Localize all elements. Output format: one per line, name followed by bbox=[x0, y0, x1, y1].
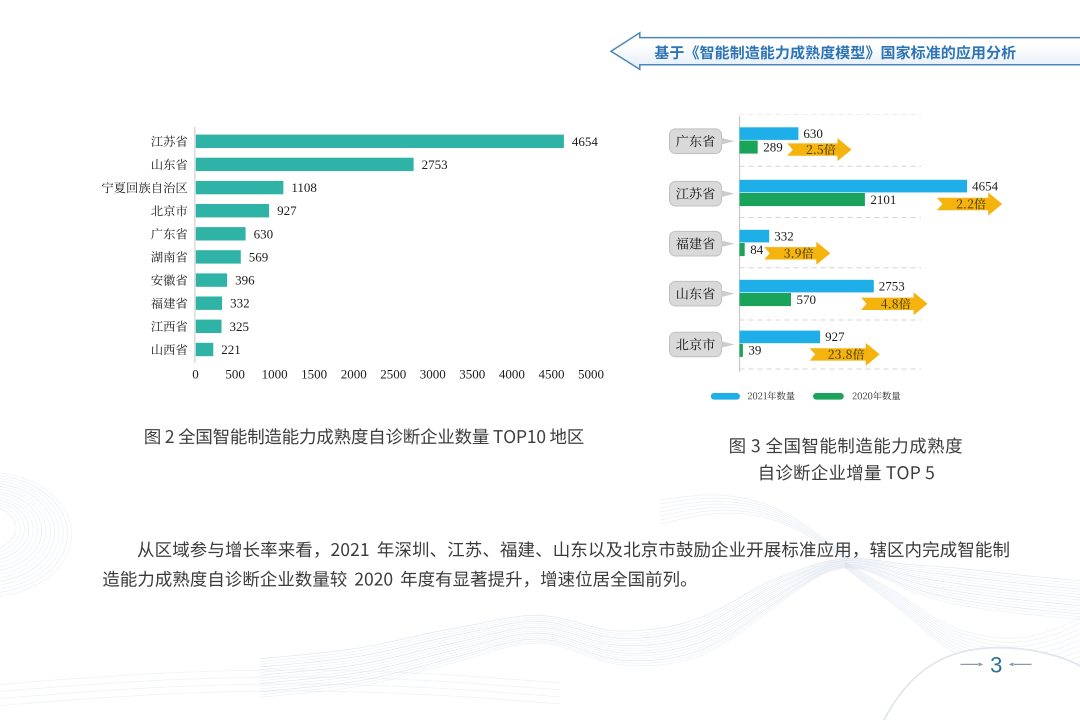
svg-text:2101: 2101 bbox=[870, 192, 896, 207]
svg-text:1108: 1108 bbox=[291, 180, 317, 195]
svg-text:927: 927 bbox=[825, 329, 845, 344]
svg-text:569: 569 bbox=[249, 249, 268, 264]
svg-text:39: 39 bbox=[748, 343, 761, 358]
svg-text:2500: 2500 bbox=[380, 366, 406, 381]
svg-text:2753: 2753 bbox=[879, 278, 905, 293]
svg-text:2753: 2753 bbox=[422, 157, 448, 172]
svg-text:4654: 4654 bbox=[972, 178, 999, 193]
svg-text:5000: 5000 bbox=[578, 366, 604, 381]
svg-text:570: 570 bbox=[797, 292, 817, 307]
svg-text:84: 84 bbox=[750, 242, 764, 257]
svg-text:332: 332 bbox=[230, 296, 250, 311]
svg-text:0: 0 bbox=[192, 366, 199, 381]
svg-text:630: 630 bbox=[803, 126, 823, 141]
svg-text:396: 396 bbox=[235, 273, 255, 288]
svg-text:1500: 1500 bbox=[301, 366, 327, 381]
svg-text:325: 325 bbox=[230, 319, 250, 334]
svg-text:221: 221 bbox=[221, 342, 241, 357]
svg-text:500: 500 bbox=[225, 366, 245, 381]
svg-text:4500: 4500 bbox=[539, 366, 565, 381]
svg-text:3: 3 bbox=[990, 652, 1002, 677]
svg-text:289: 289 bbox=[763, 139, 783, 154]
svg-text:3500: 3500 bbox=[459, 366, 485, 381]
svg-text:4654: 4654 bbox=[572, 134, 599, 149]
svg-text:927: 927 bbox=[277, 203, 297, 218]
svg-text:630: 630 bbox=[254, 226, 274, 241]
svg-text:3000: 3000 bbox=[420, 366, 446, 381]
svg-text:2000: 2000 bbox=[341, 366, 367, 381]
svg-text:332: 332 bbox=[774, 228, 794, 243]
svg-text:1000: 1000 bbox=[262, 366, 288, 381]
svg-text:4000: 4000 bbox=[499, 366, 525, 381]
